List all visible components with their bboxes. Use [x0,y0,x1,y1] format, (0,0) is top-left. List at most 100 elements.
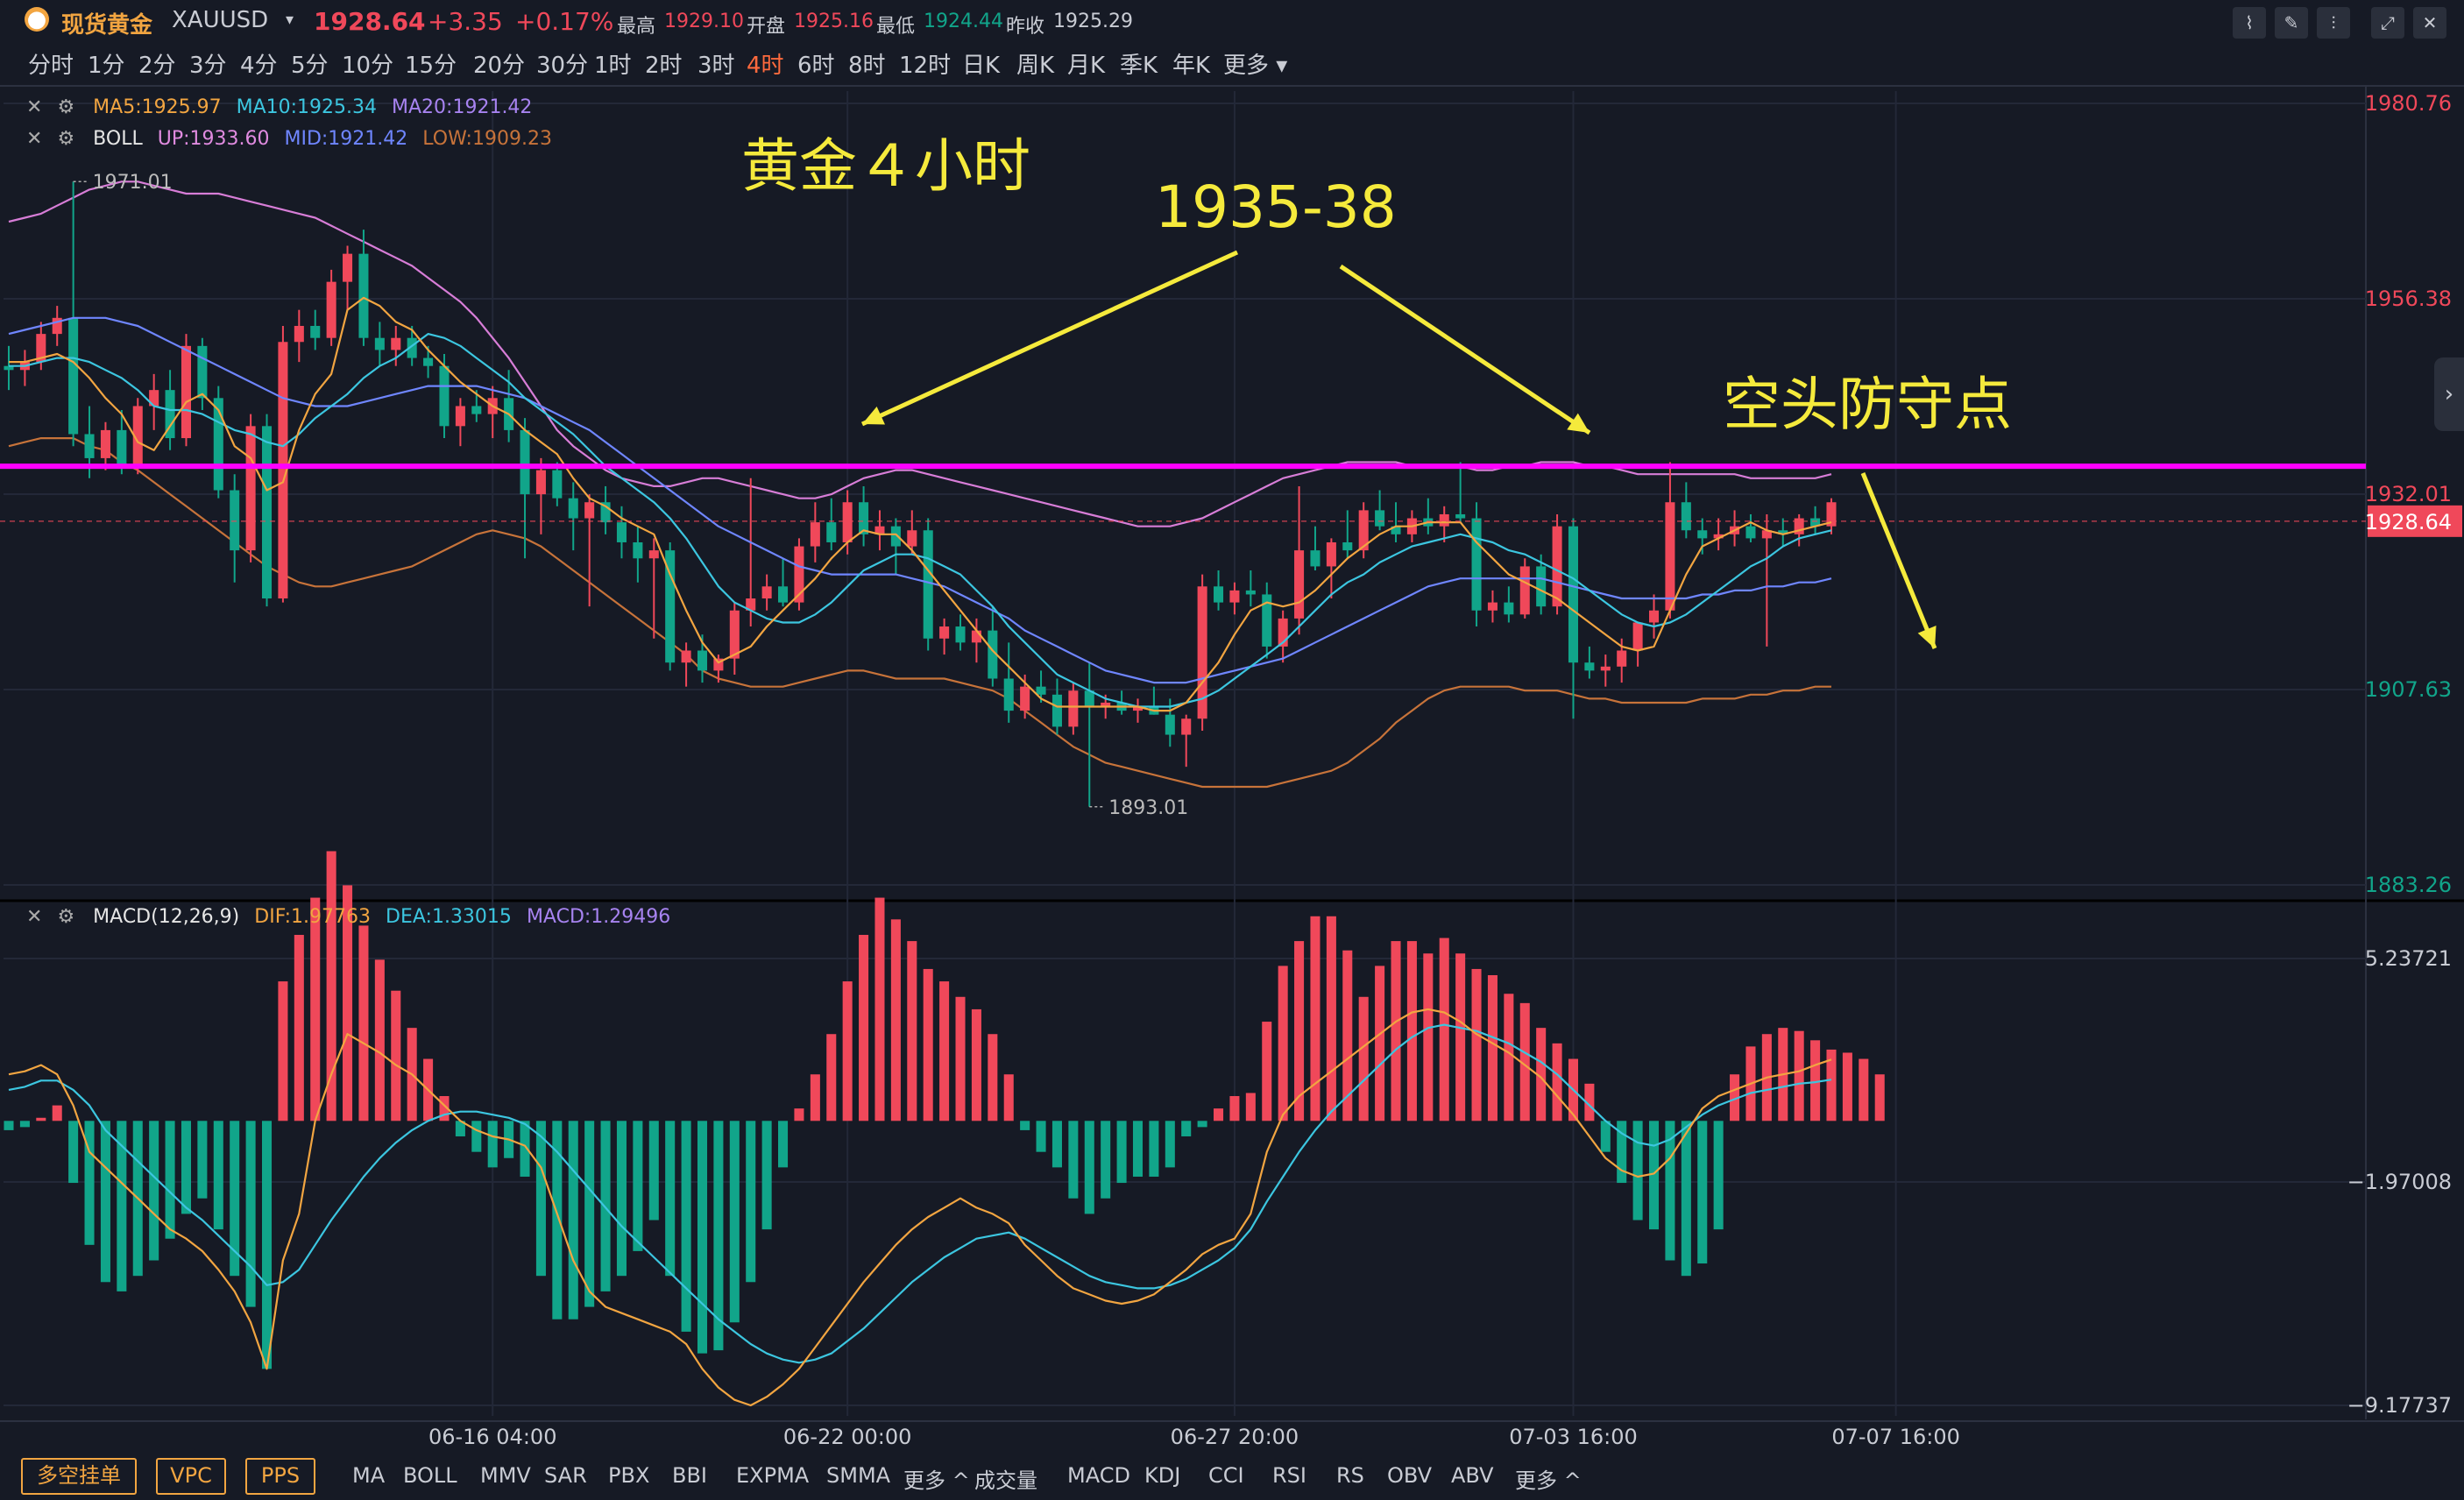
candle-body [1568,526,1579,663]
indicator-sub-0[interactable]: 成交量 [974,1468,1037,1493]
period-tab-14[interactable]: 6时 [797,53,835,79]
period-tab-11[interactable]: 2时 [645,53,683,79]
indicator-sub-6[interactable]: OBV [1387,1463,1433,1488]
symbol-name[interactable]: 现货黄金 [61,12,153,39]
macd-bar-51 [826,1034,837,1121]
symbol-code[interactable]: XAUUSD [172,7,269,33]
macd-bar-77 [1245,1093,1256,1121]
macd-bar-43 [697,1121,708,1354]
period-tab-19[interactable]: 月K [1067,53,1106,79]
indicator-main-0[interactable]: MA [352,1463,386,1488]
indicator-main-4[interactable]: PBX [608,1463,650,1488]
indicator-sub-8[interactable]: 更多 ^ [1515,1468,1582,1493]
candle-body [842,502,853,542]
macd-bar-67 [1084,1121,1094,1214]
macd-bar-48 [778,1121,789,1168]
settings-icon[interactable]: ⚙ [57,128,75,150]
candle-28 [455,398,465,447]
settings-icon[interactable]: ⚙ [57,906,75,928]
candle-13 [213,386,223,499]
quote-header: ● 现货黄金 XAUUSD ▾ 1928.64 +3.35 +0.17% 最高 … [0,0,2464,42]
macd-bar-19 [310,897,321,1121]
settings-icon[interactable]: ⚙ [57,96,75,118]
macd-bar-86 [1391,941,1401,1121]
candle-body [149,390,159,407]
indicator-main-2[interactable]: MMV [480,1463,531,1488]
period-tab-8[interactable]: 20分 [473,53,526,79]
indicator-main-6[interactable]: EXPMA [736,1463,810,1488]
indicator-sub-1[interactable]: MACD [1067,1463,1130,1488]
indicator-main-3[interactable]: SAR [544,1463,587,1488]
close-icon[interactable]: ✕ [26,906,43,928]
close-icon[interactable]: ✕ [2413,7,2446,39]
low-label: 最低 [876,16,916,38]
candle-81 [1310,526,1321,571]
candle-body [761,586,772,599]
candle-75 [1214,570,1224,611]
candle-body [261,426,273,599]
close-icon[interactable]: ✕ [26,96,43,118]
candle-24 [391,325,401,366]
macd-bar-70 [1132,1121,1143,1177]
candle-98 [1584,646,1595,679]
period-tab-5[interactable]: 5分 [291,53,329,79]
candle-body [633,541,643,559]
candle-body [1761,530,1772,539]
period-tab-0[interactable]: 分时 [28,53,74,79]
candle-101 [1632,622,1643,667]
indicator-sub-2[interactable]: KDJ [1144,1463,1181,1488]
indicator-main-1[interactable]: BOLL [403,1463,457,1488]
pen-icon[interactable]: ✎ [2275,7,2308,39]
period-tab-20[interactable]: 季K [1120,53,1158,79]
period-tab-3[interactable]: 3分 [189,53,227,79]
period-tab-16[interactable]: 12时 [899,53,952,79]
boll-up: UP:1933.60 [157,128,270,150]
indicator-sub-3[interactable]: CCI [1208,1463,1244,1488]
indicator-main-8[interactable]: 更多 ^ [903,1468,970,1493]
symbol-dropdown-icon[interactable]: ▾ [286,11,294,29]
period-tab-21[interactable]: 年K [1172,53,1211,79]
side-panel-toggle-icon[interactable]: › [2434,357,2464,431]
period-tab-17[interactable]: 日K [962,53,1001,79]
indicator-main-7[interactable]: SMMA [826,1463,891,1488]
macd-bar-82 [1326,916,1336,1121]
candle-92 [1487,590,1498,623]
macd-bar-105 [1697,1121,1708,1264]
candle-body [1181,718,1192,735]
indicator-sub-7[interactable]: ABV [1451,1463,1494,1488]
period-tab-18[interactable]: 周K [1016,53,1055,79]
candle-body [1794,518,1804,534]
arrow-down-projection [1860,472,1937,649]
price-axis-label-2: 1932.01 [2365,482,2452,506]
vpc-button[interactable]: VPC [156,1458,226,1495]
candle-body [1713,534,1724,539]
macd-bar-9 [149,1121,159,1261]
indicator-main-5[interactable]: BBI [672,1463,708,1488]
pps-button[interactable]: PPS [245,1458,315,1495]
period-tab-22[interactable]: 更多 ▾ [1223,53,1288,79]
period-tab-13[interactable]: 4时 [747,53,784,79]
macd-dif: DIF:1.97763 [254,906,372,928]
candle-body [310,325,321,338]
period-tab-12[interactable]: 3时 [697,53,735,79]
boll-lower-line [8,437,1831,789]
indicator-sub-5[interactable]: RS [1336,1463,1364,1488]
candle-body [423,357,434,366]
fullscreen-icon[interactable]: ⤢ [2371,7,2404,39]
draw-line-icon[interactable]: ⌇ [2233,7,2266,39]
period-tab-6[interactable]: 10分 [342,53,394,79]
period-tab-2[interactable]: 2分 [138,53,176,79]
candle-type-icon[interactable]: ⫶ [2317,7,2350,39]
order-book-button[interactable]: 多空挂单 [21,1458,137,1495]
period-tab-1[interactable]: 1分 [88,53,125,79]
macd-bar-78 [1262,1022,1272,1121]
period-tab-7[interactable]: 15分 [405,53,457,79]
max-price-label: 1971.01 [93,172,173,194]
close-icon[interactable]: ✕ [26,128,43,150]
period-tab-10[interactable]: 1时 [594,53,632,79]
period-tab-9[interactable]: 30分 [536,53,589,79]
period-tab-15[interactable]: 8时 [848,53,886,79]
indicator-sub-4[interactable]: RSI [1272,1463,1306,1488]
period-tab-4[interactable]: 4分 [240,53,278,79]
